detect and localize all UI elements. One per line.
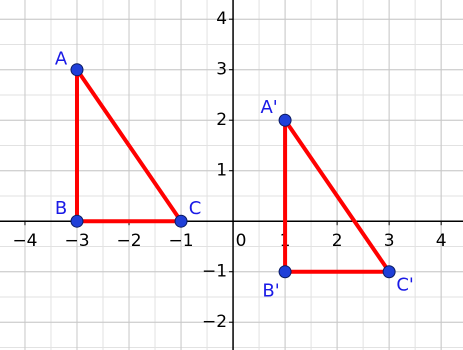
point-label: B' — [262, 281, 279, 302]
x-tick-label: 2 — [332, 231, 343, 251]
origin-label: 0 — [236, 231, 247, 251]
point-label: B — [55, 198, 67, 219]
point-label: C' — [396, 275, 414, 296]
point — [70, 63, 84, 77]
triangle — [283, 118, 392, 274]
x-tick-label: −2 — [116, 231, 141, 251]
point — [278, 113, 292, 127]
x-tick-label: −3 — [64, 231, 89, 251]
point — [382, 265, 396, 279]
y-tick-label: 3 — [216, 60, 227, 80]
y-tick-label: 1 — [216, 161, 227, 181]
point-label: A — [55, 49, 68, 70]
point-label: A' — [260, 97, 277, 118]
y-tick-label: −2 — [202, 312, 227, 332]
x-tick-label: −1 — [169, 231, 194, 251]
point — [278, 265, 292, 279]
x-tick-label: 4 — [436, 231, 447, 251]
x-tick-label: −4 — [12, 231, 37, 251]
point — [70, 214, 84, 228]
y-tick-label: −1 — [202, 262, 227, 282]
y-tick-label: 4 — [216, 9, 227, 29]
x-tick-label: 3 — [384, 231, 395, 251]
point-label: C — [189, 198, 202, 219]
triangle — [74, 67, 184, 224]
y-tick-label: 2 — [216, 110, 227, 130]
point — [174, 214, 188, 228]
